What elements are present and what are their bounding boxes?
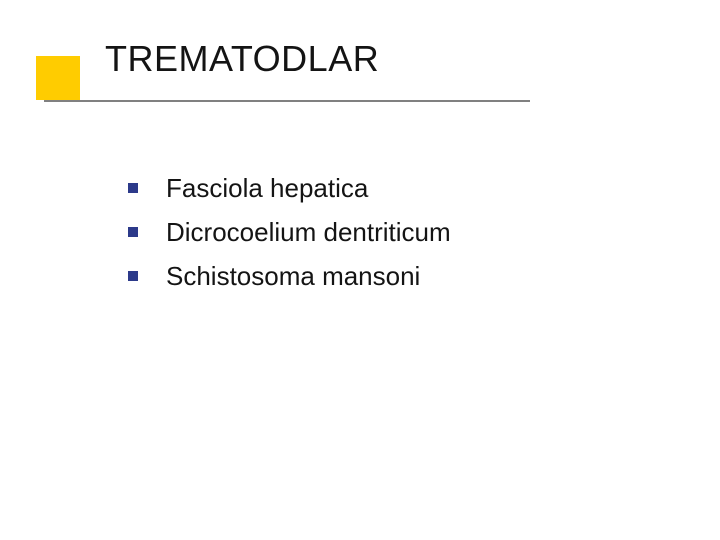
square-bullet-icon <box>128 271 138 281</box>
accent-square <box>36 56 80 100</box>
list-item-label: Fasciola hepatica <box>166 168 368 208</box>
list-item: Dicrocoelium dentriticum <box>128 212 451 252</box>
title-underline <box>44 100 530 102</box>
list-item: Schistosoma mansoni <box>128 256 451 296</box>
list-item-label: Dicrocoelium dentriticum <box>166 212 451 252</box>
square-bullet-icon <box>128 183 138 193</box>
title-block: TREMATODLAR <box>105 38 379 80</box>
list-item-label: Schistosoma mansoni <box>166 256 420 296</box>
slide-title: TREMATODLAR <box>105 38 379 80</box>
square-bullet-icon <box>128 227 138 237</box>
bullet-list: Fasciola hepatica Dicrocoelium dentritic… <box>128 168 451 300</box>
list-item: Fasciola hepatica <box>128 168 451 208</box>
